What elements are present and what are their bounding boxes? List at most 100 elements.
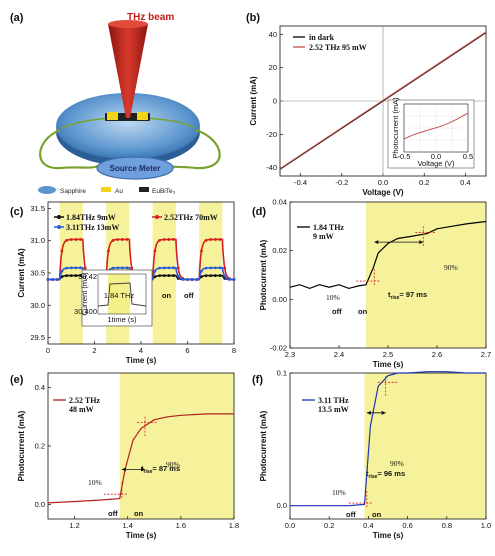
series-marker-0 xyxy=(214,274,217,277)
on-label: on xyxy=(134,509,144,518)
thz-beam-cone xyxy=(108,24,148,118)
ninety-percent-label: 90% xyxy=(390,459,404,468)
y-axis-label: Photocurrent (mA) xyxy=(259,410,268,481)
y-tick-label: 0.0 xyxy=(35,500,45,509)
legend-film: EuBiTe₃ xyxy=(152,188,176,195)
legend-marker-2 xyxy=(57,225,61,229)
inset-box xyxy=(387,99,475,169)
series-marker-2 xyxy=(79,266,82,270)
series-marker-2 xyxy=(167,266,171,270)
ten-percent-label: 10% xyxy=(332,488,346,497)
thz-beam-label: THz beam xyxy=(127,12,174,23)
chart-e: 1.2 1.4 1.6 1.8 0.0 0.2 0.4 Time (s) Photocurren… xyxy=(17,372,239,540)
series-marker-1 xyxy=(79,238,82,241)
off-label: off xyxy=(332,307,342,316)
series-marker-0 xyxy=(79,274,82,277)
x-tick-label: 2.6 xyxy=(432,350,442,359)
y-tick-label: 0.2 xyxy=(35,442,45,451)
legend-au-swatch xyxy=(101,187,111,192)
inset-text: 1.84 THz xyxy=(104,291,135,300)
series-marker-1 xyxy=(125,238,129,241)
y-tick-label: 30.0 xyxy=(30,301,45,310)
off-annotation: off xyxy=(184,291,194,300)
series-marker-1 xyxy=(107,249,110,253)
legend-sapphire: Sapphire xyxy=(60,188,86,195)
series-marker-1 xyxy=(214,238,217,241)
rise-time-label: trise= 96 ms xyxy=(366,469,405,480)
series-marker-2 xyxy=(69,266,73,270)
x-tick-label: -0.4 xyxy=(294,178,307,187)
x-tick-label: 1.6 xyxy=(176,521,186,530)
x-tick-label: 2.5 xyxy=(383,350,393,359)
series-marker-2 xyxy=(116,266,120,270)
y-tick-label: 0.4 xyxy=(35,383,45,392)
series-marker-1 xyxy=(176,266,180,270)
ninety-percent-label: 90% xyxy=(166,460,180,469)
series-marker-0 xyxy=(167,274,171,277)
series-marker-2 xyxy=(227,277,231,281)
inset-x-label: 1time (s) xyxy=(107,315,137,324)
panel-d-label: (d) xyxy=(252,206,266,218)
on-region xyxy=(364,373,486,519)
y-axis-label: Photocurrent (mA) xyxy=(259,239,268,310)
series-marker-1 xyxy=(121,238,124,241)
series-marker-0 xyxy=(153,275,157,279)
rise-time-arrowhead-right xyxy=(419,240,424,245)
series-marker-0 xyxy=(209,274,213,277)
inset-y-tick-top: 30.42 xyxy=(78,272,97,281)
series-marker-0 xyxy=(218,274,222,277)
y-tick-label: -0.02 xyxy=(270,344,287,353)
series-marker-2 xyxy=(232,278,236,281)
beam-top xyxy=(108,20,148,28)
x-axis-label: Time (s) xyxy=(373,531,404,540)
series-marker-1 xyxy=(130,266,134,270)
series-marker-2 xyxy=(125,266,129,270)
series-line xyxy=(47,413,234,504)
legend-label: 1.84 THz 9 mW xyxy=(313,223,344,241)
legend-label-1: 2.52 THz 95 mW xyxy=(309,43,367,52)
panel-a: (a) THz beam Source Meter Sapphire Au Eu… xyxy=(10,12,221,195)
series-marker-0 xyxy=(69,274,73,277)
x-tick-label: 0.8 xyxy=(442,521,452,530)
x-axis-label: Voltage (V) xyxy=(362,188,404,197)
x-tick-label: 1.8 xyxy=(229,521,239,530)
series-marker-0 xyxy=(204,274,208,278)
panel-f-label: (f) xyxy=(252,374,263,386)
y-tick-label: 0.0 xyxy=(277,501,287,510)
series-marker-1 xyxy=(209,238,213,241)
series-marker-2 xyxy=(74,266,78,270)
series-line xyxy=(289,220,487,290)
y-tick-label: -40 xyxy=(266,163,277,172)
on-window-0 xyxy=(59,202,83,344)
y-tick-label: 30.5 xyxy=(30,269,45,278)
x-tick-label: 8 xyxy=(232,346,236,355)
sapphire-disc xyxy=(56,93,200,159)
inset-y-label: Current (mA) xyxy=(80,272,89,316)
chart-c: 0 2 4 6 8 29.5 30.0 30.5 31.0 31.5 Time (s) Current… xyxy=(17,201,236,365)
x-axis-label: Time (s) xyxy=(373,360,404,369)
on-region xyxy=(119,373,234,519)
source-meter-label: Source Meter xyxy=(110,164,161,173)
ten-percent-label: 10% xyxy=(88,478,102,487)
y-tick-label: 0.02 xyxy=(272,246,287,255)
x-tick-label: 0.2 xyxy=(324,521,334,530)
x-tick-label: -0.2 xyxy=(335,178,348,187)
chart-f: 0.0 0.2 0.4 0.6 0.8 1.0 0.0 0.1 Time (s) Photocur… xyxy=(259,369,491,541)
rise-time-arrowhead-left xyxy=(374,240,379,245)
x-tick-label: 1.2 xyxy=(69,521,79,530)
on-window-3 xyxy=(199,202,223,344)
x-tick-label: 2.4 xyxy=(334,350,344,359)
inset-x-tick: -0.5 xyxy=(398,152,411,161)
series-marker-2 xyxy=(153,269,157,273)
y-axis-label: Current (mA) xyxy=(17,248,26,298)
y-tick-label: 20 xyxy=(269,63,277,72)
y-tick-label: 0.1 xyxy=(277,369,287,378)
x-tick-label: 2.3 xyxy=(285,350,295,359)
legend-label-0: 1.84THz 9mW xyxy=(66,213,116,222)
x-tick-label: 0.0 xyxy=(378,178,388,187)
series-marker-2 xyxy=(214,266,217,270)
inset-series-line xyxy=(403,112,469,140)
series-marker-2 xyxy=(200,269,203,273)
lead-right xyxy=(145,117,195,129)
series-marker-2 xyxy=(55,278,59,281)
